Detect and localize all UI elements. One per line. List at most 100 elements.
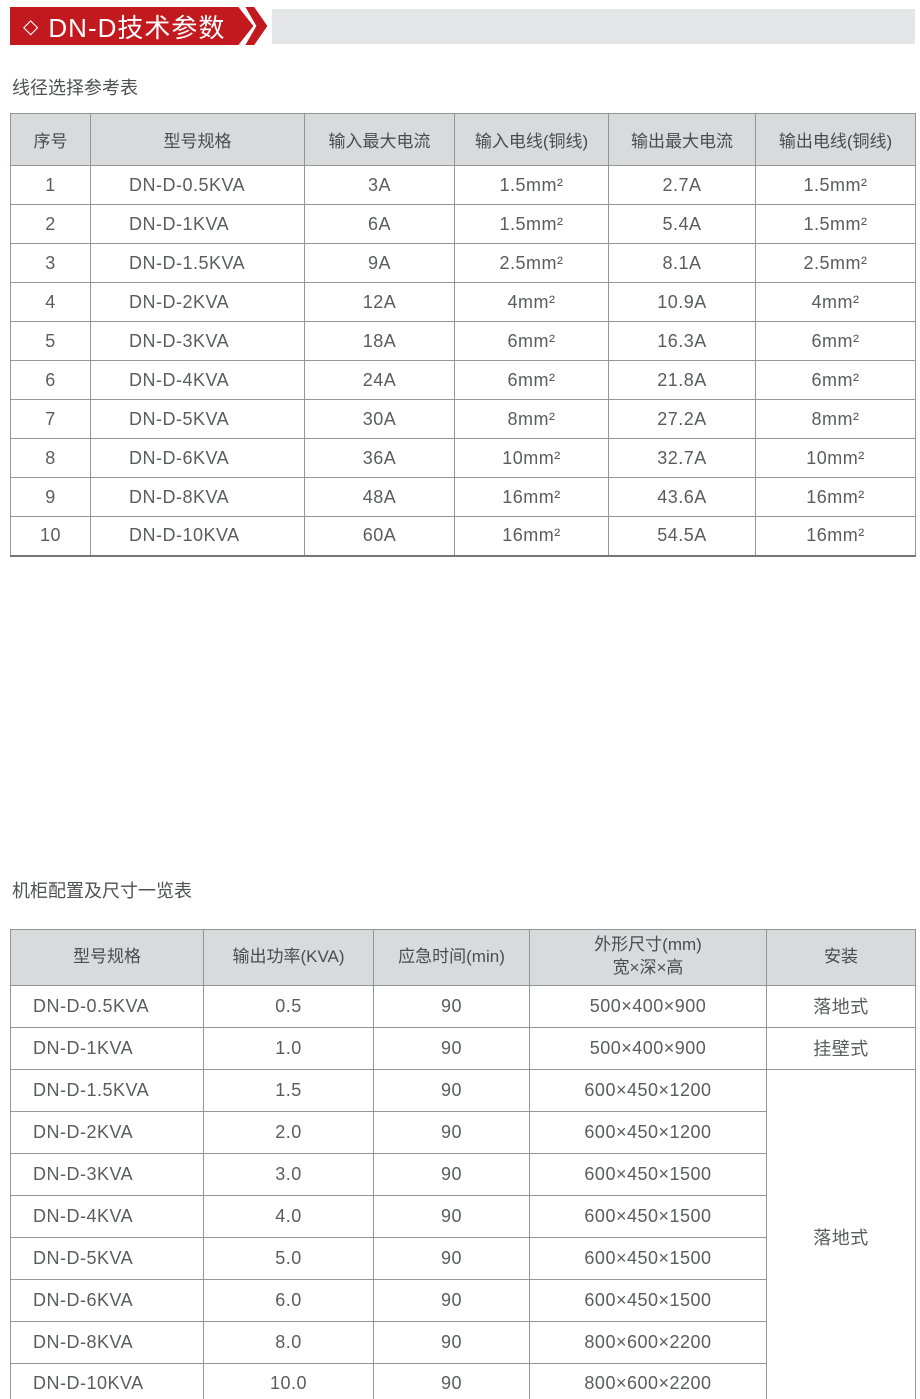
cell-model: DN-D-4KVA bbox=[90, 360, 305, 400]
table-row: 9 DN-D-8KVA 48A 16mm² 43.6A 16mm² bbox=[10, 477, 916, 517]
cell-time: 90 bbox=[373, 1194, 530, 1238]
cell-output-wire: 16mm² bbox=[755, 477, 916, 517]
cell-output-wire: 2.5mm² bbox=[755, 243, 916, 283]
cell-input-current: 24A bbox=[304, 360, 455, 400]
cell-model: DN-D-2KVA bbox=[10, 1110, 204, 1154]
cell-input-wire: 4mm² bbox=[454, 282, 609, 322]
cell-input-current: 9A bbox=[304, 243, 455, 283]
cell-power: 3.0 bbox=[203, 1152, 374, 1196]
header-output-wire: 输出电线(铜线) bbox=[755, 113, 916, 166]
cell-model: DN-D-10KVA bbox=[10, 1362, 204, 1399]
cell-input-wire: 16mm² bbox=[454, 477, 609, 517]
cell-dimensions: 600×450×1500 bbox=[529, 1152, 767, 1196]
cell-output-wire: 1.5mm² bbox=[755, 204, 916, 244]
cabinet-table-title: 机柜配置及尺寸一览表 bbox=[12, 880, 192, 901]
banner-title-plate: ◇ DN-D技术参数 bbox=[10, 7, 253, 45]
cell-model: DN-D-3KVA bbox=[90, 321, 305, 361]
cell-input-current: 12A bbox=[304, 282, 455, 322]
banner-title: DN-D技术参数 bbox=[48, 12, 226, 43]
header-output-power: 输出功率(KVA) bbox=[203, 928, 374, 986]
cell-power: 5.0 bbox=[203, 1236, 374, 1280]
cell-time: 90 bbox=[373, 1278, 530, 1322]
cell-model: DN-D-0.5KVA bbox=[10, 984, 204, 1028]
cell-model: DN-D-6KVA bbox=[10, 1278, 204, 1322]
cell-index: 9 bbox=[10, 477, 91, 517]
cell-model: DN-D-2KVA bbox=[90, 282, 305, 322]
cell-input-current: 6A bbox=[304, 204, 455, 244]
header-model: 型号规格 bbox=[10, 928, 204, 986]
cell-input-wire: 1.5mm² bbox=[454, 204, 609, 244]
cell-index: 8 bbox=[10, 438, 91, 478]
cell-input-wire: 16mm² bbox=[454, 516, 609, 556]
table-row: DN-D-8KVA 8.0 90 800×600×2200 bbox=[10, 1320, 916, 1364]
cell-model: DN-D-0.5KVA bbox=[90, 165, 305, 205]
cell-power: 6.0 bbox=[203, 1278, 374, 1322]
table-row: DN-D-10KVA 10.0 90 800×600×2200 bbox=[10, 1362, 916, 1399]
cell-installation: 落地式 bbox=[766, 984, 916, 1028]
cell-model: DN-D-1.5KVA bbox=[90, 243, 305, 283]
cell-model: DN-D-5KVA bbox=[90, 399, 305, 439]
cell-output-current: 8.1A bbox=[608, 243, 756, 283]
table-row: 3 DN-D-1.5KVA 9A 2.5mm² 8.1A 2.5mm² bbox=[10, 243, 916, 283]
header-input-wire: 输入电线(铜线) bbox=[454, 113, 609, 166]
cabinet-dimensions-table: 型号规格 输出功率(KVA) 应急时间(min) 外形尺寸(mm) 宽×深×高 … bbox=[10, 928, 916, 1399]
cell-output-wire: 4mm² bbox=[755, 282, 916, 322]
cell-input-wire: 8mm² bbox=[454, 399, 609, 439]
cell-installation-merged: 落地式 bbox=[766, 1068, 916, 1399]
cell-model: DN-D-1KVA bbox=[10, 1026, 204, 1070]
cell-index: 10 bbox=[10, 516, 91, 556]
cell-input-wire: 1.5mm² bbox=[454, 165, 609, 205]
cell-power: 4.0 bbox=[203, 1194, 374, 1238]
cell-index: 5 bbox=[10, 321, 91, 361]
cell-output-wire: 6mm² bbox=[755, 360, 916, 400]
cell-input-current: 48A bbox=[304, 477, 455, 517]
cell-index: 1 bbox=[10, 165, 91, 205]
cell-output-current: 54.5A bbox=[608, 516, 756, 556]
cell-time: 90 bbox=[373, 1236, 530, 1280]
header-output-max-current: 输出最大电流 bbox=[608, 113, 756, 166]
header-index: 序号 bbox=[10, 113, 91, 166]
table-row: 6 DN-D-4KVA 24A 6mm² 21.8A 6mm² bbox=[10, 360, 916, 400]
cell-index: 3 bbox=[10, 243, 91, 283]
cell-output-current: 27.2A bbox=[608, 399, 756, 439]
cell-output-current: 16.3A bbox=[608, 321, 756, 361]
banner-gray-bar bbox=[272, 8, 915, 44]
cell-model: DN-D-8KVA bbox=[90, 477, 305, 517]
cell-output-current: 43.6A bbox=[608, 477, 756, 517]
wire-table-title: 线径选择参考表 bbox=[12, 78, 138, 98]
wire-table-header-row: 序号 型号规格 输入最大电流 输入电线(铜线) 输出最大电流 输出电线(铜线) bbox=[10, 113, 916, 166]
cell-input-current: 36A bbox=[304, 438, 455, 478]
cell-model: DN-D-8KVA bbox=[10, 1320, 204, 1364]
cell-output-wire: 10mm² bbox=[755, 438, 916, 478]
cell-input-current: 3A bbox=[304, 165, 455, 205]
header-backup-time: 应急时间(min) bbox=[373, 928, 530, 986]
header-model: 型号规格 bbox=[90, 113, 305, 166]
cell-time: 90 bbox=[373, 1152, 530, 1196]
cell-output-wire: 8mm² bbox=[755, 399, 916, 439]
cell-dimensions: 600×450×1200 bbox=[529, 1068, 767, 1112]
cell-output-current: 32.7A bbox=[608, 438, 756, 478]
section-banner: ◇ DN-D技术参数 bbox=[10, 7, 915, 45]
cell-model: DN-D-3KVA bbox=[10, 1152, 204, 1196]
cell-dimensions: 800×600×2200 bbox=[529, 1320, 767, 1364]
cell-input-current: 30A bbox=[304, 399, 455, 439]
cell-output-current: 2.7A bbox=[608, 165, 756, 205]
cell-dimensions: 600×450×1500 bbox=[529, 1236, 767, 1280]
cell-output-wire: 6mm² bbox=[755, 321, 916, 361]
cabinet-table-header-row: 型号规格 输出功率(KVA) 应急时间(min) 外形尺寸(mm) 宽×深×高 … bbox=[10, 928, 916, 986]
cell-time: 90 bbox=[373, 1362, 530, 1399]
table-row: DN-D-0.5KVA 0.5 90 500×400×900 落地式 bbox=[10, 984, 916, 1028]
cell-time: 90 bbox=[373, 1026, 530, 1070]
wire-selection-table: 序号 型号规格 输入最大电流 输入电线(铜线) 输出最大电流 输出电线(铜线) … bbox=[10, 113, 916, 557]
cell-input-wire: 10mm² bbox=[454, 438, 609, 478]
table-row: DN-D-1KVA 1.0 90 500×400×900 挂壁式 bbox=[10, 1026, 916, 1070]
cell-index: 2 bbox=[10, 204, 91, 244]
cell-time: 90 bbox=[373, 1110, 530, 1154]
cell-dimensions: 600×450×1200 bbox=[529, 1110, 767, 1154]
header-dimensions: 外形尺寸(mm) 宽×深×高 bbox=[529, 928, 767, 986]
cell-model: DN-D-4KVA bbox=[10, 1194, 204, 1238]
cell-output-current: 10.9A bbox=[608, 282, 756, 322]
cell-output-wire: 1.5mm² bbox=[755, 165, 916, 205]
table-row: 10 DN-D-10KVA 60A 16mm² 54.5A 16mm² bbox=[10, 516, 916, 556]
table-row: DN-D-6KVA 6.0 90 600×450×1500 bbox=[10, 1278, 916, 1322]
